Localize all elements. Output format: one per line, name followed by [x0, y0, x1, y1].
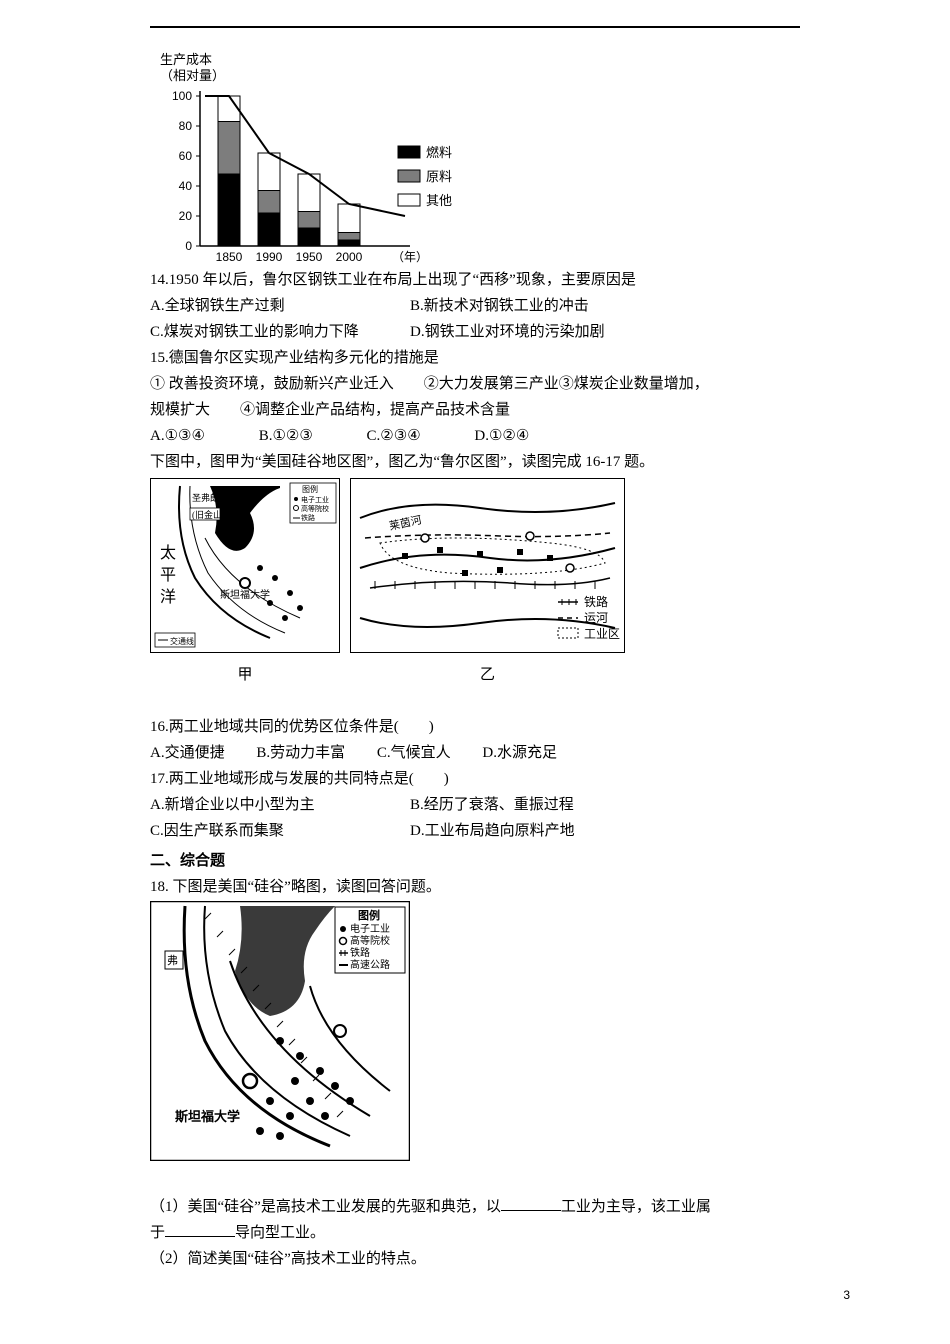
- svg-text:电子工业: 电子工业: [301, 495, 329, 504]
- svg-text:铁路: 铁路: [350, 946, 370, 959]
- q14-row2: C.煤炭对钢铁工业的影响力下降 D.钢铁工业对环境的污染加剧: [150, 320, 800, 344]
- svg-text:1950: 1950: [296, 250, 323, 264]
- svg-text:铁路: 铁路: [584, 594, 608, 609]
- svg-text:0: 0: [185, 239, 192, 253]
- svg-text:高等院校: 高等院校: [301, 504, 329, 513]
- q15-C: C.②③④: [367, 424, 421, 448]
- section2-title: 二、综合题: [150, 849, 800, 873]
- svg-text:平: 平: [160, 567, 176, 584]
- svg-text:铁路: 铁路: [301, 513, 315, 522]
- q17-A: A.新增企业以中小型为主: [150, 793, 410, 817]
- map-a-caption: 甲: [150, 663, 340, 687]
- svg-text:弗: 弗: [167, 953, 178, 967]
- svg-text:原料: 原料: [426, 169, 452, 184]
- q15-line2: 规模扩大 ④调整企业产品结构，提高产品技术含量: [150, 398, 800, 422]
- q17-B: B.经历了衰落、重振过程: [410, 793, 574, 817]
- page-number: 3: [843, 1286, 850, 1305]
- svg-text:图例: 图例: [358, 908, 380, 922]
- q15-opts: A.①③④ B.①②③ C.②③④ D.①②④: [150, 424, 800, 448]
- q18-map-svg: 弗斯坦福大学 图例电子工业高等院校铁路高速公路: [150, 901, 410, 1161]
- map-b-svg: 莱茵河铁路运河工业区: [350, 478, 625, 653]
- svg-text:其他: 其他: [426, 193, 452, 208]
- svg-text:（相对量）: （相对量）: [160, 68, 225, 83]
- q14-A: A.全球钢铁生产过剩: [150, 294, 410, 318]
- q14-row1: A.全球钢铁生产过剩 B.新技术对钢铁工业的冲击: [150, 294, 800, 318]
- q14-C: C.煤炭对钢铁工业的影响力下降: [150, 320, 410, 344]
- svg-text:1850: 1850: [216, 250, 243, 264]
- q18-sub1-d: 导向型工业。: [235, 1225, 325, 1241]
- svg-text:60: 60: [179, 149, 193, 163]
- svg-text:1990: 1990: [256, 250, 283, 264]
- svg-text:20: 20: [179, 209, 193, 223]
- q15-stem: 15.德国鲁尔区实现产业结构多元化的措施是: [150, 346, 800, 370]
- q15-B: B.①②③: [259, 424, 313, 448]
- svg-text:交通线: 交通线: [170, 636, 194, 646]
- svg-text:图例: 图例: [302, 484, 318, 494]
- q17-row2: C.因生产联系而集聚 D.工业布局趋向原料产地: [150, 819, 800, 843]
- q15-A: A.①③④: [150, 424, 205, 448]
- q17-row1: A.新增企业以中小型为主 B.经历了衰落、重振过程: [150, 793, 800, 817]
- svg-text:电子工业: 电子工业: [350, 922, 390, 935]
- svg-text:太: 太: [160, 544, 176, 562]
- q16-A: A.交通便捷: [150, 741, 225, 765]
- q14-D: D.钢铁工业对环境的污染加剧: [410, 320, 605, 344]
- svg-text:工业区: 工业区: [584, 627, 620, 641]
- svg-text:斯坦福大学: 斯坦福大学: [220, 588, 270, 601]
- q18-stem: 18. 下图是美国“硅谷”略图，读图回答问题。: [150, 875, 800, 899]
- q14-stem: 14.1950 年以后，鲁尔区钢铁工业在布局上出现了“西移”现象，主要原因是: [150, 268, 800, 292]
- blank-2: [165, 1221, 235, 1237]
- svg-text:高等院校: 高等院校: [350, 934, 390, 947]
- svg-text:80: 80: [179, 119, 193, 133]
- q17-stem: 17.两工业地域形成与发展的共同特点是( ): [150, 767, 800, 791]
- svg-text:斯坦福大学: 斯坦福大学: [175, 1109, 240, 1124]
- q18-sub1-a: （1）美国“硅谷”是高技术工业发展的先驱和典范，以: [150, 1199, 501, 1215]
- cost-chart-svg: 生产成本（相对量） 0 20 40 60 80 100 1850 1990 1950 2000 （年）…: [150, 46, 480, 266]
- svg-text:(旧金山): (旧金山): [192, 509, 225, 520]
- content: 生产成本（相对量） 0 20 40 60 80 100 1850 1990 1950 2000 （年）…: [150, 46, 800, 1271]
- svg-text:100: 100: [172, 89, 192, 103]
- map-b-caption: 乙: [350, 663, 625, 687]
- q18-sub1: （1）美国“硅谷”是高技术工业发展的先驱和典范，以 工业为主导，该工业属: [150, 1195, 800, 1219]
- svg-text:运河: 运河: [584, 611, 608, 625]
- svg-text:洋: 洋: [160, 588, 176, 606]
- blank-1: [501, 1195, 561, 1211]
- q17-D: D.工业布局趋向原料产地: [410, 819, 575, 843]
- q16-stem: 16.两工业地域共同的优势区位条件是( ): [150, 715, 800, 739]
- q16-B: B.劳动力丰富: [256, 741, 345, 765]
- q15-line1: ① 改善投资环境，鼓励新兴产业迁入 ②大力发展第三产业③煤炭企业数量增加，: [150, 372, 800, 396]
- q18-sub1-c: 于: [150, 1225, 165, 1241]
- q18-sub1b: 于 导向型工业。: [150, 1221, 800, 1245]
- cost-chart: 生产成本（相对量） 0 20 40 60 80 100 1850 1990 1950 2000 （年）…: [150, 46, 800, 266]
- page: 生产成本（相对量） 0 20 40 60 80 100 1850 1990 1950 2000 （年）…: [80, 0, 870, 1313]
- svg-text:2000: 2000: [336, 250, 363, 264]
- svg-text:燃料: 燃料: [426, 145, 452, 160]
- map-a-svg: 斯坦福大学 (旧金山) 圣弗朗西斯科太平洋 图例电子工业高等院校铁路交通线: [150, 478, 340, 653]
- q16-C: C.气候宜人: [377, 741, 451, 765]
- svg-text:40: 40: [179, 179, 193, 193]
- svg-text:（年）: （年）: [392, 250, 428, 264]
- map-intro: 下图中，图甲为“美国硅谷地区图”，图乙为“鲁尔区图”，读图完成 16-17 题。: [150, 450, 800, 474]
- svg-text:生产成本: 生产成本: [160, 52, 212, 67]
- q18-sub2: （2）简述美国“硅谷”高技术工业的特点。: [150, 1247, 800, 1271]
- map-b: 莱茵河铁路运河工业区 乙: [350, 478, 625, 687]
- q18-sub1-b: 工业为主导，该工业属: [561, 1199, 711, 1215]
- q18-map: 弗斯坦福大学 图例电子工业高等院校铁路高速公路: [150, 901, 800, 1169]
- q14-B: B.新技术对钢铁工业的冲击: [410, 294, 589, 318]
- svg-text:圣弗朗西斯科: 圣弗朗西斯科: [192, 492, 246, 503]
- q16-opts: A.交通便捷 B.劳动力丰富 C.气候宜人 D.水源充足: [150, 741, 800, 765]
- top-rule: [150, 26, 800, 28]
- map-pair: 斯坦福大学(旧金山)圣弗朗西斯科太平洋图例电子工业高等院校铁路交通线 甲 莱茵河…: [150, 478, 800, 687]
- q15-D: D.①②④: [474, 424, 529, 448]
- q17-C: C.因生产联系而集聚: [150, 819, 410, 843]
- map-a: 斯坦福大学 (旧金山) 圣弗朗西斯科太平洋 图例电子工业高等院校铁路交通线 甲: [150, 478, 340, 687]
- q16-D: D.水源充足: [482, 741, 557, 765]
- svg-text:高速公路: 高速公路: [350, 958, 390, 971]
